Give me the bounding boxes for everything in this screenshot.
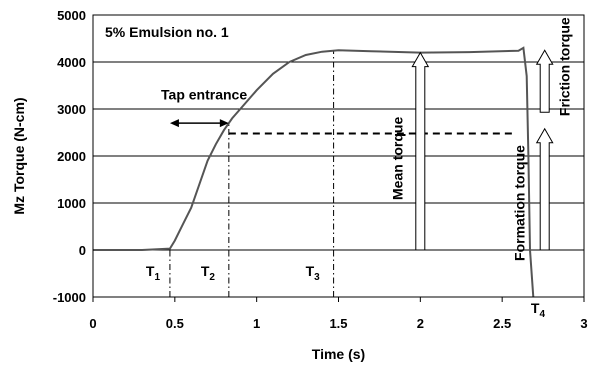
x-tick-label: 3 bbox=[580, 316, 587, 331]
mean-torque-label: Mean torque bbox=[389, 117, 405, 200]
time-label-subscript: 1 bbox=[154, 272, 160, 283]
formation-torque-arrow bbox=[535, 127, 554, 251]
friction-torque-arrow bbox=[535, 49, 554, 113]
formation-torque-label: Formation torque bbox=[512, 145, 528, 261]
y-tick-labels: -1000 0 1000 2000 3000 4000 5000 bbox=[53, 8, 86, 305]
x-tick-label: 2 bbox=[417, 316, 424, 331]
time-label-letter: T bbox=[146, 263, 155, 279]
y-tick-label: 5000 bbox=[57, 8, 86, 23]
x-tick-label: 1 bbox=[253, 316, 260, 331]
mean-torque-arrow bbox=[411, 51, 430, 251]
y-axis-title: Mz Torque (N-cm) bbox=[11, 97, 27, 214]
y-tick-label: 0 bbox=[79, 243, 86, 258]
y-tick-label: 1000 bbox=[57, 196, 86, 211]
x-tick-label: 1.5 bbox=[329, 316, 347, 331]
series-line bbox=[93, 46, 535, 298]
x-tick-labels: 0 0.5 1 1.5 2 2.5 3 bbox=[89, 297, 588, 331]
time-label-letter: T bbox=[531, 300, 540, 316]
y-tick-label: -1000 bbox=[53, 290, 86, 305]
tap-entrance-label: Tap entrance bbox=[161, 87, 247, 103]
time-label: T3 bbox=[306, 263, 321, 283]
x-tick-label: 0 bbox=[89, 316, 96, 331]
x-tick-label: 0.5 bbox=[166, 316, 184, 331]
time-label-letter: T bbox=[306, 263, 315, 279]
tap-entrance-arrowhead-right bbox=[219, 119, 229, 128]
time-label-subscript: 2 bbox=[209, 272, 215, 283]
y-tick-label: 2000 bbox=[57, 149, 86, 164]
y-tick-label: 3000 bbox=[57, 102, 86, 117]
plot-frame bbox=[92, 14, 585, 298]
time-label: T1 bbox=[146, 263, 161, 283]
friction-torque-label: Friction torque bbox=[557, 17, 573, 116]
series-line-group bbox=[93, 46, 535, 298]
x-tick-label: 2.5 bbox=[493, 316, 511, 331]
chart-title: 5% Emulsion no. 1 bbox=[105, 24, 229, 40]
time-label: T4 bbox=[531, 300, 546, 320]
time-guide-lines bbox=[169, 50, 516, 297]
gridlines bbox=[93, 61, 584, 251]
x-axis-title: Time (s) bbox=[312, 346, 365, 362]
annotation-arrows bbox=[169, 49, 554, 251]
time-label-subscript: 4 bbox=[539, 309, 545, 320]
y-tick-label: 4000 bbox=[57, 55, 86, 70]
time-label-subscript: 3 bbox=[314, 272, 320, 283]
tap-entrance-arrowhead-left bbox=[169, 119, 179, 128]
time-label: T2 bbox=[201, 263, 216, 283]
time-label-letter: T bbox=[201, 263, 210, 279]
